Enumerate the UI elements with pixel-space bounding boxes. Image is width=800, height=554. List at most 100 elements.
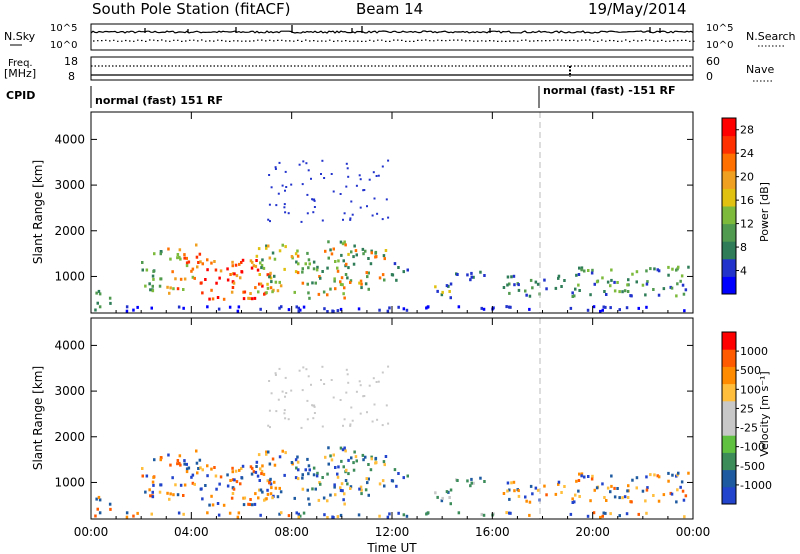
backscatter-cell <box>683 515 686 519</box>
backscatter-cell <box>387 422 390 425</box>
backscatter-cell <box>148 488 151 492</box>
backscatter-cell <box>141 467 144 470</box>
backscatter-cell <box>168 291 171 295</box>
backscatter-cell <box>604 305 607 309</box>
backscatter-cell <box>179 277 183 281</box>
backscatter-cell <box>210 261 213 265</box>
backscatter-cell <box>96 507 99 511</box>
backscatter-cell <box>323 513 326 517</box>
backscatter-cell <box>312 417 315 420</box>
backscatter-cell <box>339 283 343 286</box>
nave-top-tick: 60 <box>706 55 720 68</box>
backscatter-cell <box>342 292 345 296</box>
backscatter-cell <box>283 203 286 206</box>
colorbar-tick-label: 8 <box>740 241 747 254</box>
backscatter-cell <box>649 267 652 271</box>
backscatter-cell <box>434 285 437 289</box>
backscatter-cell <box>97 289 101 293</box>
y-tick-label: 2000 <box>54 430 85 444</box>
beam-label: Beam 14 <box>356 0 423 18</box>
backscatter-cell <box>676 282 679 286</box>
backscatter-cell <box>368 384 371 387</box>
backscatter-cell <box>312 267 316 271</box>
backscatter-cell <box>256 268 260 272</box>
colorbar-segment <box>722 349 736 367</box>
backscatter-cell <box>327 240 330 244</box>
colorbar-segment <box>722 223 736 242</box>
backscatter-cell <box>252 264 256 268</box>
backscatter-cell <box>231 470 234 474</box>
backscatter-cell <box>386 515 390 519</box>
backscatter-cell <box>195 449 198 453</box>
backscatter-cell <box>687 471 690 475</box>
backscatter-cell <box>363 189 366 191</box>
backscatter-cell <box>301 281 305 285</box>
backscatter-cell <box>339 489 343 492</box>
backscatter-cell <box>623 289 627 293</box>
backscatter-cell <box>294 270 298 274</box>
backscatter-cell <box>350 456 353 460</box>
backscatter-cell <box>613 486 616 490</box>
backscatter-cell <box>179 463 182 467</box>
backscatter-cell <box>215 281 218 285</box>
backscatter-cell <box>201 468 204 472</box>
backscatter-cell <box>347 381 350 384</box>
backscatter-cell <box>649 473 652 477</box>
nsearch-bottom-tick: 10^0 <box>706 40 733 51</box>
backscatter-cell <box>508 282 511 286</box>
backscatter-cell <box>677 471 680 475</box>
backscatter-cell <box>336 472 339 476</box>
backscatter-cell <box>333 279 336 283</box>
backscatter-cell <box>323 383 326 385</box>
backscatter-cell <box>406 268 409 272</box>
backscatter-cell <box>293 290 296 294</box>
backscatter-cell <box>177 305 181 309</box>
backscatter-cell <box>662 493 666 497</box>
colorbar-segment <box>722 400 736 419</box>
power-frame <box>90 111 694 314</box>
backscatter-cell <box>191 275 195 279</box>
backscatter-cell <box>268 409 271 412</box>
backscatter-cell <box>670 492 674 496</box>
backscatter-cell <box>316 265 319 269</box>
backscatter-cell <box>151 274 155 278</box>
backscatter-cell <box>621 290 624 294</box>
y-tick-label: 1000 <box>54 269 85 283</box>
backscatter-cell <box>372 377 375 380</box>
backscatter-cell <box>327 446 330 450</box>
backscatter-cell <box>296 455 299 459</box>
backscatter-cell <box>191 267 195 271</box>
backscatter-cell <box>508 305 511 309</box>
backscatter-cell <box>378 514 381 518</box>
backscatter-cell <box>321 270 324 273</box>
backscatter-cell <box>645 511 648 515</box>
backscatter-cell <box>151 490 154 494</box>
backscatter-cell <box>560 285 563 288</box>
backscatter-cell <box>297 306 300 310</box>
backscatter-cell <box>261 464 264 468</box>
backscatter-cell <box>536 282 540 286</box>
colorbar-segment <box>722 452 736 471</box>
backscatter-cell <box>265 244 268 248</box>
backscatter-cell <box>178 255 181 259</box>
backscatter-cell <box>307 497 310 501</box>
backscatter-cell <box>306 251 309 255</box>
backscatter-cell <box>266 273 269 277</box>
backscatter-cell <box>591 268 594 272</box>
backscatter-cell <box>386 309 390 313</box>
backscatter-cell <box>580 266 584 270</box>
backscatter-cell <box>196 471 199 475</box>
backscatter-cell <box>313 412 316 414</box>
backscatter-cell <box>339 399 342 401</box>
backscatter-cell <box>367 257 370 260</box>
colorbar-segment <box>722 418 736 436</box>
backscatter-cell <box>383 463 386 467</box>
backscatter-cell <box>231 478 235 482</box>
backscatter-cell <box>370 457 373 461</box>
backscatter-cell <box>341 242 345 246</box>
backscatter-cell <box>210 288 213 292</box>
backscatter-cell <box>136 511 139 515</box>
nsearch-dots <box>93 39 695 43</box>
backscatter-cell <box>195 255 199 259</box>
backscatter-cell <box>479 476 482 480</box>
